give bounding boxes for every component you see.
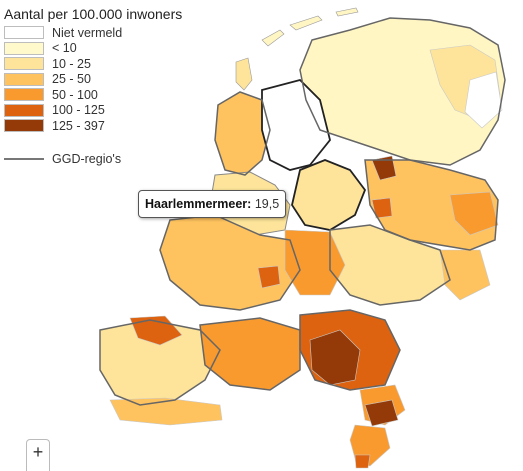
legend-label: 25 - 50 [52,72,91,87]
zoom-in-button[interactable]: + [26,439,50,471]
legend-item: Niet vermeld [4,25,182,41]
legend-boundary-label: GGD-regio's [52,152,122,167]
map-tooltip: Haarlemmermeer: 19,5 [138,190,287,218]
legend-label: 50 - 100 [52,87,98,102]
legend-swatch [4,103,44,117]
region-zwolle-hotspot[interactable] [371,155,397,181]
region-flevoland[interactable] [291,159,367,231]
legend-label: < 10 [52,41,77,56]
region-texel[interactable] [235,57,253,91]
legend-swatch [4,72,44,86]
tooltip-region-name: Haarlemmermeer [145,197,248,211]
region-zh-hotspot[interactable] [257,265,281,289]
legend-swatch [4,57,44,71]
legend-item: 10 - 25 [4,56,182,72]
legend-item: 100 - 125 [4,103,182,119]
legend-item: < 10 [4,41,182,57]
legend-boundary-item: GGD-regio's [4,152,182,168]
legend-swatch [4,88,44,102]
legend-label: 10 - 25 [52,56,91,71]
legend-label: 100 - 125 [52,103,105,118]
region-limburg-hotspot[interactable] [364,399,399,427]
legend-label: 125 - 397 [52,118,105,133]
map-legend: Aantal per 100.000 inwoners Niet vermeld… [4,6,182,167]
region-limburg-tip[interactable] [354,454,371,469]
region-brabant-hotspot[interactable] [309,329,361,386]
tooltip-value: 19,5 [254,197,280,211]
legend-boundary-line [4,158,44,161]
legend-swatch [4,119,44,133]
legend-item: 50 - 100 [4,87,182,103]
ggd-region-borders [99,17,506,406]
region-vlieland[interactable] [261,29,285,47]
region-apeldoorn-hotspot[interactable] [371,197,393,219]
legend-item: 125 - 397 [4,118,182,134]
region-zeeuws-vlaanderen[interactable] [109,397,223,426]
region-achterhoek[interactable] [439,249,491,301]
region-ameland[interactable] [335,7,359,17]
legend-swatch [4,26,44,40]
legend-title: Aantal per 100.000 inwoners [4,6,183,22]
region-oost-groningen[interactable] [464,71,503,129]
legend-swatch [4,41,44,55]
ijsselmeer-water [261,78,331,171]
region-terschelling[interactable] [289,15,323,31]
legend-item: 25 - 50 [4,72,182,88]
region-twente[interactable] [449,191,499,236]
legend-label: Niet vermeld [52,25,123,40]
